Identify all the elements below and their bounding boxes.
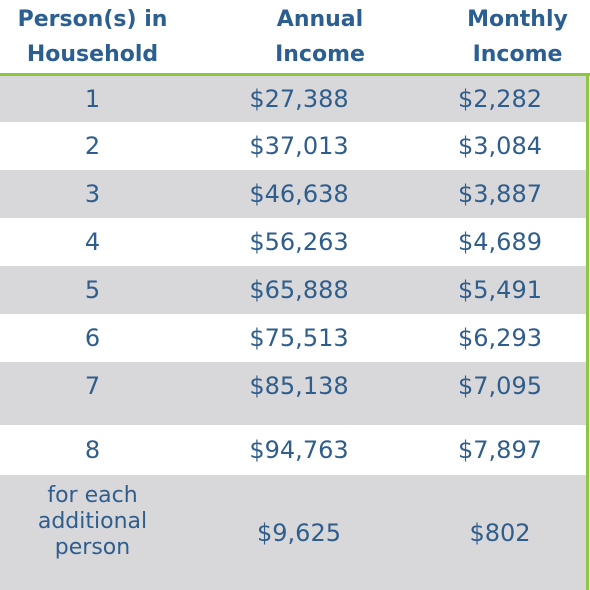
header-cell: Annual Income xyxy=(275,7,365,67)
table-cell: for each additional person xyxy=(37,483,148,560)
table-row: 3 $46,638 $3,887 xyxy=(0,170,587,218)
table-cell: $6,293 xyxy=(458,324,542,352)
table-row: 4 $56,263 $4,689 xyxy=(0,218,587,266)
table-cell: $85,138 xyxy=(249,372,349,400)
table-cell: $75,513 xyxy=(249,324,349,352)
table-cell: 7 xyxy=(84,372,101,400)
table-cell: 2 xyxy=(84,132,101,160)
table-cell: 3 xyxy=(84,180,101,208)
table-cell: 6 xyxy=(84,324,101,352)
table-cell: $4,689 xyxy=(458,228,542,256)
table-cell: 4 xyxy=(84,228,101,256)
table-cell: $56,263 xyxy=(249,228,349,256)
table-row: 6 $75,513 $6,293 xyxy=(0,314,587,362)
table-cell: $37,013 xyxy=(249,132,349,160)
table-cell: $27,388 xyxy=(249,84,349,113)
table-cell: $5,491 xyxy=(458,276,542,304)
table-row: 7 $85,138 $7,095 xyxy=(0,362,587,425)
table-cell: $802 xyxy=(469,518,531,547)
table-cell: $7,095 xyxy=(458,372,542,400)
table-cell: $3,887 xyxy=(458,180,542,208)
table-cell: $9,625 xyxy=(257,518,341,547)
header-cell: Person(s) in Household xyxy=(17,7,168,67)
table-row: 1 $27,388 $2,282 xyxy=(0,75,587,122)
table-cell: $46,638 xyxy=(249,180,349,208)
table-cell: $3,084 xyxy=(458,132,542,160)
header-divider xyxy=(0,73,590,76)
table-row: 2 $37,013 $3,084 xyxy=(0,122,587,170)
table-row: 8 $94,763 $7,897 xyxy=(0,425,587,475)
table-cell: $7,897 xyxy=(458,436,542,464)
header-cell: Monthly Income xyxy=(467,7,568,67)
table-cell: $94,763 xyxy=(249,436,349,464)
table-cell: 1 xyxy=(84,84,101,113)
table-cell: $2,282 xyxy=(458,84,542,113)
table-row: 5 $65,888 $5,491 xyxy=(0,266,587,314)
table-row: for each additional person $9,625 $802 xyxy=(0,475,587,590)
table-cell: 5 xyxy=(84,276,101,304)
right-border xyxy=(586,73,589,590)
table-cell: 8 xyxy=(84,436,101,464)
table-cell: $65,888 xyxy=(249,276,349,304)
